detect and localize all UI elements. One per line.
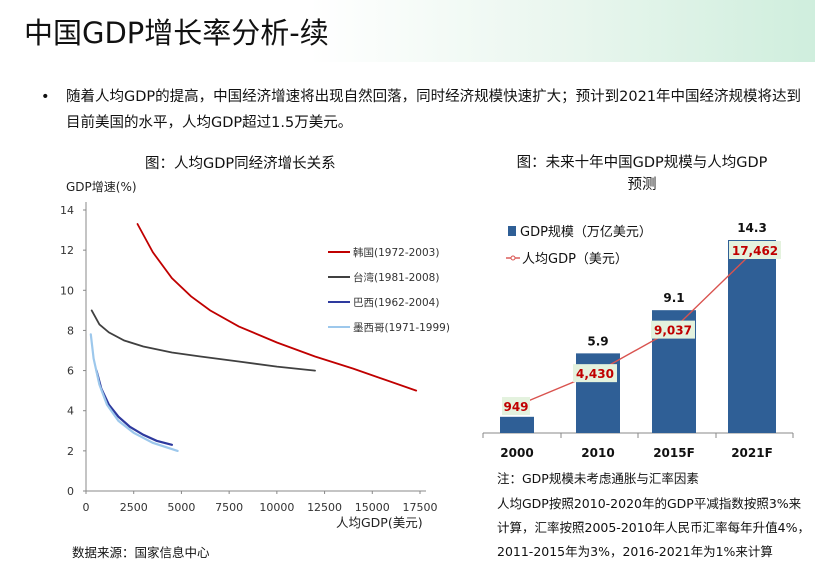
bullet-text: 随着人均GDP的提高，中国经济增速将出现自然回落，同时经济规模快速扩大；预计到2… <box>66 89 802 131</box>
per-capita-label-box <box>729 241 781 259</box>
per-capita-value-label: 9,037 <box>654 324 692 338</box>
legend-label-per-capita: 人均GDP（美元） <box>522 252 628 267</box>
legend-label: 巴西(1962-2004) <box>353 297 439 309</box>
series-line <box>136 223 418 392</box>
legend-label: 韩国(1972-2003) <box>353 246 439 259</box>
y-axis-title: GDP增速(%) <box>66 180 137 194</box>
note-body: 人均GDP按照2010-2020年的GDP平减指数按照3%来计算，汇率按照200… <box>497 496 810 559</box>
x-tick-label: 17500 <box>403 501 438 514</box>
y-tick-label: 6 <box>67 365 74 378</box>
x-tick-label: 2500 <box>120 501 148 514</box>
bullet-dot: • <box>41 89 50 105</box>
per-capita-value-label: 4,430 <box>576 367 614 381</box>
right-chart-caption: 图：未来十年中国GDP规模与人均GDP预测 <box>516 155 768 193</box>
series-line <box>90 309 316 372</box>
gdp-bar <box>728 240 776 433</box>
per-capita-label-box <box>502 397 530 416</box>
y-tick-label: 2 <box>67 445 74 458</box>
y-tick-label: 12 <box>60 244 74 257</box>
y-tick-label: 0 <box>67 485 74 498</box>
per-capita-value-label: 949 <box>503 400 528 414</box>
category-label: 2015F <box>653 446 695 460</box>
x-axis-title: 人均GDP(美元) <box>336 515 423 530</box>
x-tick-label: 10000 <box>259 501 294 514</box>
gdp-value-label: 5.9 <box>587 334 608 348</box>
per-capita-label-box <box>573 364 617 383</box>
left-chart-caption: 图：人均GDP同经济增长关系 <box>145 156 336 172</box>
legend-label-gdp: GDP规模（万亿美元） <box>520 225 652 240</box>
header-band <box>0 0 815 62</box>
x-tick-label: 15000 <box>355 501 390 514</box>
x-tick-label: 5000 <box>167 501 195 514</box>
gdp-forecast-bar-chart: 1.220005.920109.12015F14.32021F9494,4309… <box>482 221 794 460</box>
gdp-growth-line-chart: 0 2 4 6 8 10 12 14 0 2500 5000 7500 10000 12500 15000 1… <box>60 180 450 530</box>
y-tick-label: 8 <box>67 324 74 337</box>
legend-label: 台湾(1981-2008) <box>353 271 439 284</box>
y-tick-label: 10 <box>60 284 74 297</box>
legend-swatch-gdp <box>508 226 516 236</box>
gdp-bar <box>500 416 534 433</box>
legend-label: 墨西哥(1971-1999) <box>353 322 450 334</box>
legend-marker-per-capita <box>510 255 516 261</box>
category-label: 2021F <box>731 446 773 460</box>
per-capita-line <box>515 249 756 407</box>
note-title: 注：GDP规模未考虑通胀与汇率因素 <box>497 471 699 486</box>
per-capita-label-box <box>651 320 695 339</box>
series-line <box>89 333 179 452</box>
x-tick-label: 7500 <box>215 501 243 514</box>
x-tick-label: 12500 <box>307 501 342 514</box>
bullet-paragraph: • 随着人均GDP的提高，中国经济增速将出现自然回落，同时经济规模快速扩大；预计… <box>41 84 804 136</box>
y-tick-label: 14 <box>60 204 74 217</box>
category-label: 2000 <box>500 446 533 460</box>
y-tick-label: 4 <box>67 405 74 418</box>
gdp-value-label: 9.1 <box>663 291 684 305</box>
gdp-value-label: 14.3 <box>737 221 767 235</box>
per-capita-value-label: 17,462 <box>732 244 778 258</box>
x-tick-label: 0 <box>83 501 90 514</box>
page-title: 中国GDP增长率分析-续 <box>24 16 329 50</box>
category-label: 2010 <box>581 446 614 460</box>
data-source: 数据来源：国家信息中心 <box>72 545 210 560</box>
